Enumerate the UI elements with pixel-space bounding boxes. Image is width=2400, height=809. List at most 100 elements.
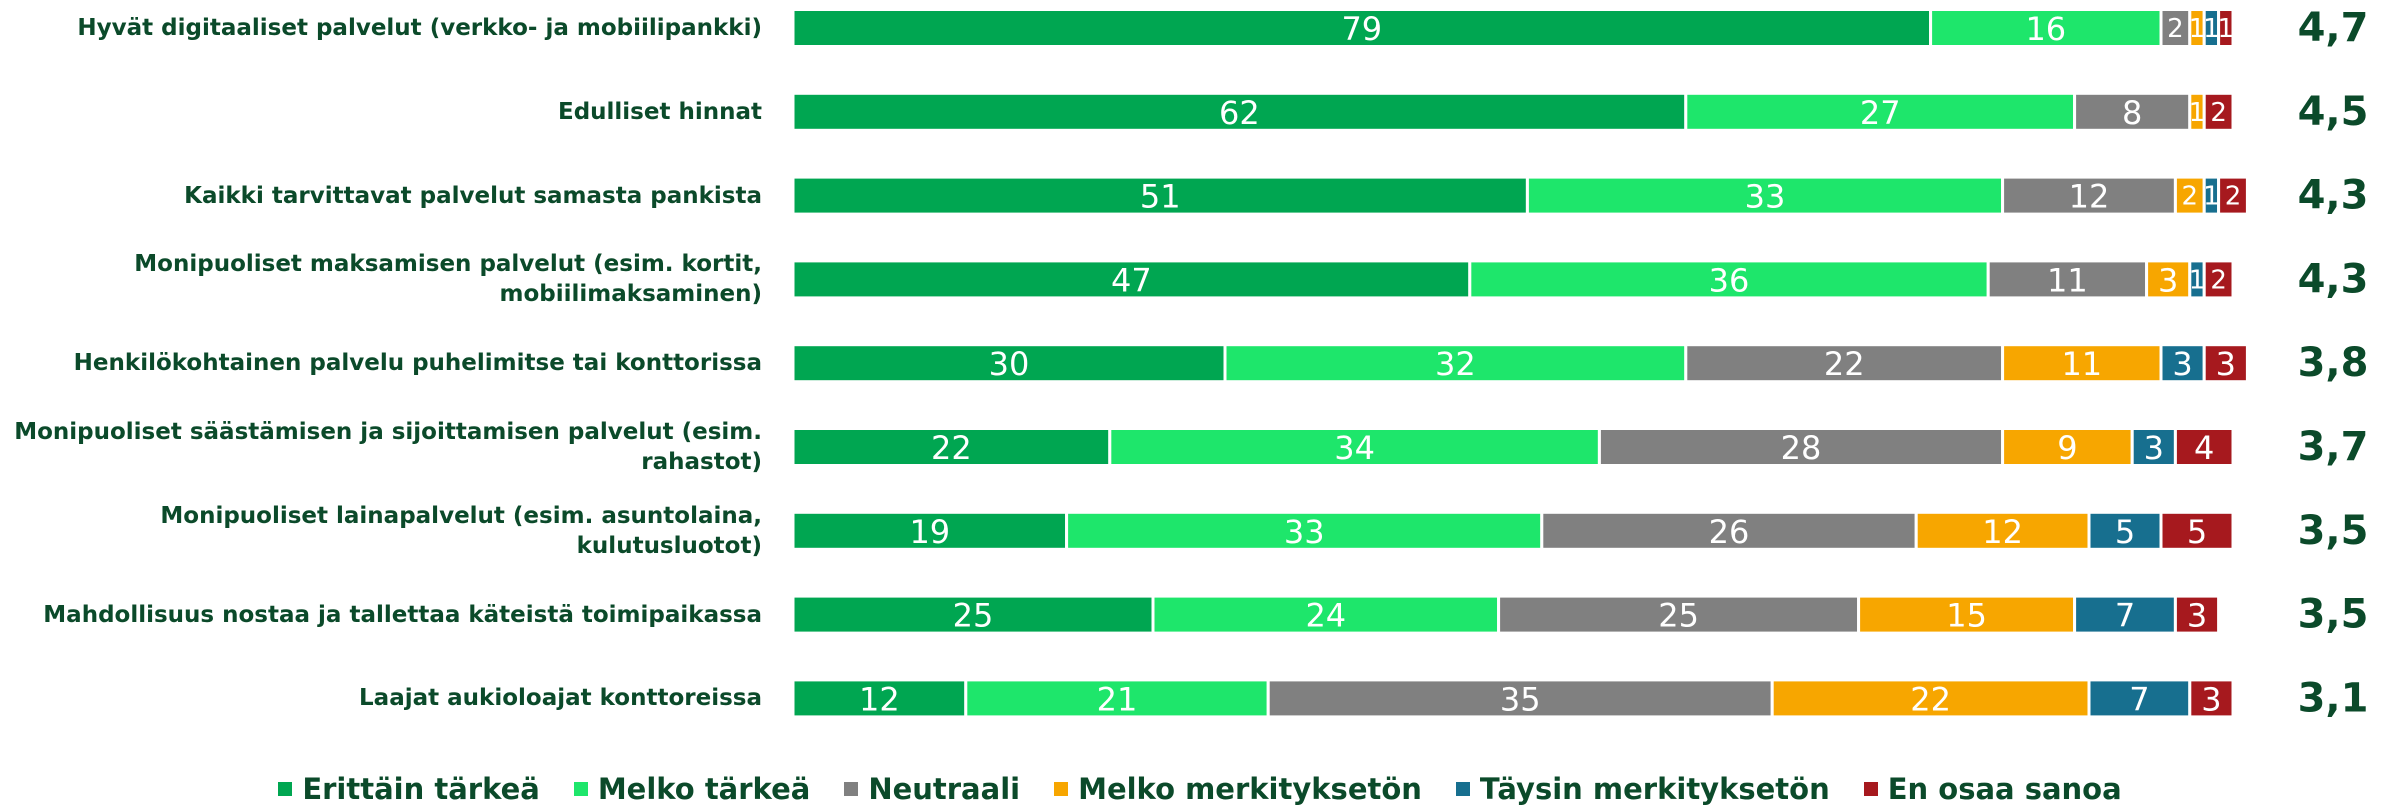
value-label: 12 bbox=[859, 680, 900, 718]
category-label: Hyvät digitaaliset palvelut (verkko- ja … bbox=[77, 15, 762, 41]
value-label: 47 bbox=[1111, 261, 1152, 299]
bar-segment bbox=[1223, 343, 1688, 384]
legend-swatch bbox=[1863, 782, 1878, 796]
legend-item: Melko tärkeä bbox=[573, 772, 811, 806]
legend: Erittäin tärkeä Melko tärkeä Neutraali Melk… bbox=[0, 772, 2400, 806]
value-label: 4 bbox=[2194, 429, 2214, 467]
bar-segment bbox=[2130, 427, 2177, 467]
average-label: 3,5 bbox=[2298, 508, 2369, 554]
value-label: 21 bbox=[1097, 680, 1138, 718]
bar-segment bbox=[2001, 175, 2177, 216]
category-label: Monipuoliset säästämisen ja sijoittamise… bbox=[14, 419, 762, 475]
value-label: 1 bbox=[2218, 14, 2235, 44]
legend-swatch bbox=[573, 782, 588, 796]
bar-segment bbox=[1497, 594, 1861, 635]
value-label: 1 bbox=[2189, 265, 2206, 295]
legend-item: Erittäin tärkeä bbox=[278, 772, 540, 806]
bar-segment bbox=[2159, 510, 2235, 551]
bar-segment bbox=[2001, 343, 2163, 384]
bar-segment bbox=[791, 175, 1529, 216]
category-label: Monipuoliset maksamisen palvelut (esim. … bbox=[134, 251, 762, 308]
value-label: 2 bbox=[2225, 182, 2242, 212]
value-label: 2 bbox=[2167, 14, 2184, 44]
value-label: 62 bbox=[1219, 94, 1260, 132]
legend-label: Neutraali bbox=[868, 772, 1021, 806]
bar-segment bbox=[791, 678, 968, 719]
value-label: 35 bbox=[1500, 680, 1541, 718]
value-label: 26 bbox=[1709, 513, 1750, 551]
average-label: 4,5 bbox=[2298, 89, 2369, 135]
value-label: 79 bbox=[1341, 10, 1382, 48]
legend-label: Täysin merkityksetön bbox=[1479, 772, 1830, 806]
legend-item: En osaa sanoa bbox=[1863, 772, 2122, 806]
average-label: 3,8 bbox=[2298, 340, 2369, 386]
category-label: Laajat aukioloajat konttoreissa bbox=[359, 685, 762, 712]
value-label: 3 bbox=[2216, 345, 2236, 383]
value-label: 12 bbox=[2069, 178, 2110, 216]
bar-segment bbox=[791, 8, 1933, 48]
bar-segment bbox=[791, 427, 1112, 467]
value-label: 1 bbox=[2189, 14, 2206, 44]
average-label: 3,7 bbox=[2298, 424, 2369, 470]
legend-swatch bbox=[1054, 782, 1069, 796]
value-label: 25 bbox=[1658, 597, 1699, 635]
bar-segment bbox=[791, 343, 1227, 384]
value-label: 16 bbox=[2025, 10, 2066, 48]
legend-label: En osaa sanoa bbox=[1887, 772, 2122, 806]
value-label: 3 bbox=[2187, 597, 2207, 635]
bar-segment bbox=[1525, 175, 2005, 216]
legend-item: Neutraali bbox=[844, 772, 1020, 806]
bar-segment bbox=[1266, 678, 1774, 719]
value-label: 7 bbox=[2129, 680, 2149, 718]
value-label: 28 bbox=[1781, 429, 1822, 467]
value-label: 25 bbox=[953, 597, 994, 635]
value-label: 3 bbox=[2158, 261, 2178, 299]
legend-swatch bbox=[1455, 782, 1470, 796]
average-label: 4,3 bbox=[2298, 173, 2369, 219]
category-label: Edulliset hinnat bbox=[557, 98, 762, 125]
average-label: 3,5 bbox=[2298, 592, 2369, 638]
value-label: 5 bbox=[2187, 513, 2207, 551]
average-label: 4,3 bbox=[2298, 256, 2369, 302]
value-label: 19 bbox=[909, 513, 950, 551]
bar-segment bbox=[2073, 594, 2177, 635]
category-label: Mahdollisuus nostaa ja tallettaa käteist… bbox=[43, 601, 762, 628]
value-label: 3 bbox=[2144, 429, 2164, 467]
value-label: 5 bbox=[2115, 513, 2135, 551]
value-label: 33 bbox=[1284, 513, 1325, 551]
value-label: 22 bbox=[1824, 345, 1865, 383]
value-label: 27 bbox=[1860, 94, 1901, 132]
bar-segment bbox=[1684, 91, 2077, 132]
bar-segment bbox=[2173, 594, 2221, 635]
value-label: 12 bbox=[1982, 513, 2023, 551]
value-label: 1 bbox=[2189, 98, 2206, 128]
legend-label: Melko merkityksetön bbox=[1078, 772, 1422, 806]
legend-label: Melko tärkeä bbox=[597, 772, 811, 806]
bar-segment bbox=[1857, 594, 2077, 635]
category-label: Kaikki tarvittavat palvelut samasta pank… bbox=[184, 182, 762, 209]
value-label: 33 bbox=[1745, 178, 1786, 216]
bar-segment bbox=[2217, 8, 2235, 48]
value-label: 15 bbox=[1946, 597, 1987, 635]
value-label: 24 bbox=[1305, 597, 1346, 635]
value-label: 2 bbox=[2210, 98, 2227, 128]
value-label: 3 bbox=[2172, 345, 2192, 383]
bar-segment bbox=[1065, 510, 1544, 551]
legend-item: Täysin merkityksetön bbox=[1455, 772, 1830, 806]
bar-segment bbox=[1468, 259, 1990, 300]
legend-swatch bbox=[278, 782, 293, 796]
bar-segment bbox=[1684, 343, 2005, 384]
bar-segment bbox=[964, 678, 1270, 719]
average-label: 3,1 bbox=[2298, 675, 2369, 721]
value-label: 2 bbox=[2210, 265, 2227, 295]
value-label: 9 bbox=[2057, 429, 2077, 467]
value-label: 2 bbox=[2182, 182, 2199, 212]
value-label: 30 bbox=[989, 345, 1030, 383]
legend-label: Erittäin tärkeä bbox=[302, 772, 540, 806]
bar-segment bbox=[2202, 91, 2235, 132]
category-label: Monipuoliset lainapalvelut (esim. asunto… bbox=[160, 502, 762, 559]
bar-segment bbox=[1108, 427, 1601, 467]
bar-segment bbox=[1929, 8, 2163, 48]
